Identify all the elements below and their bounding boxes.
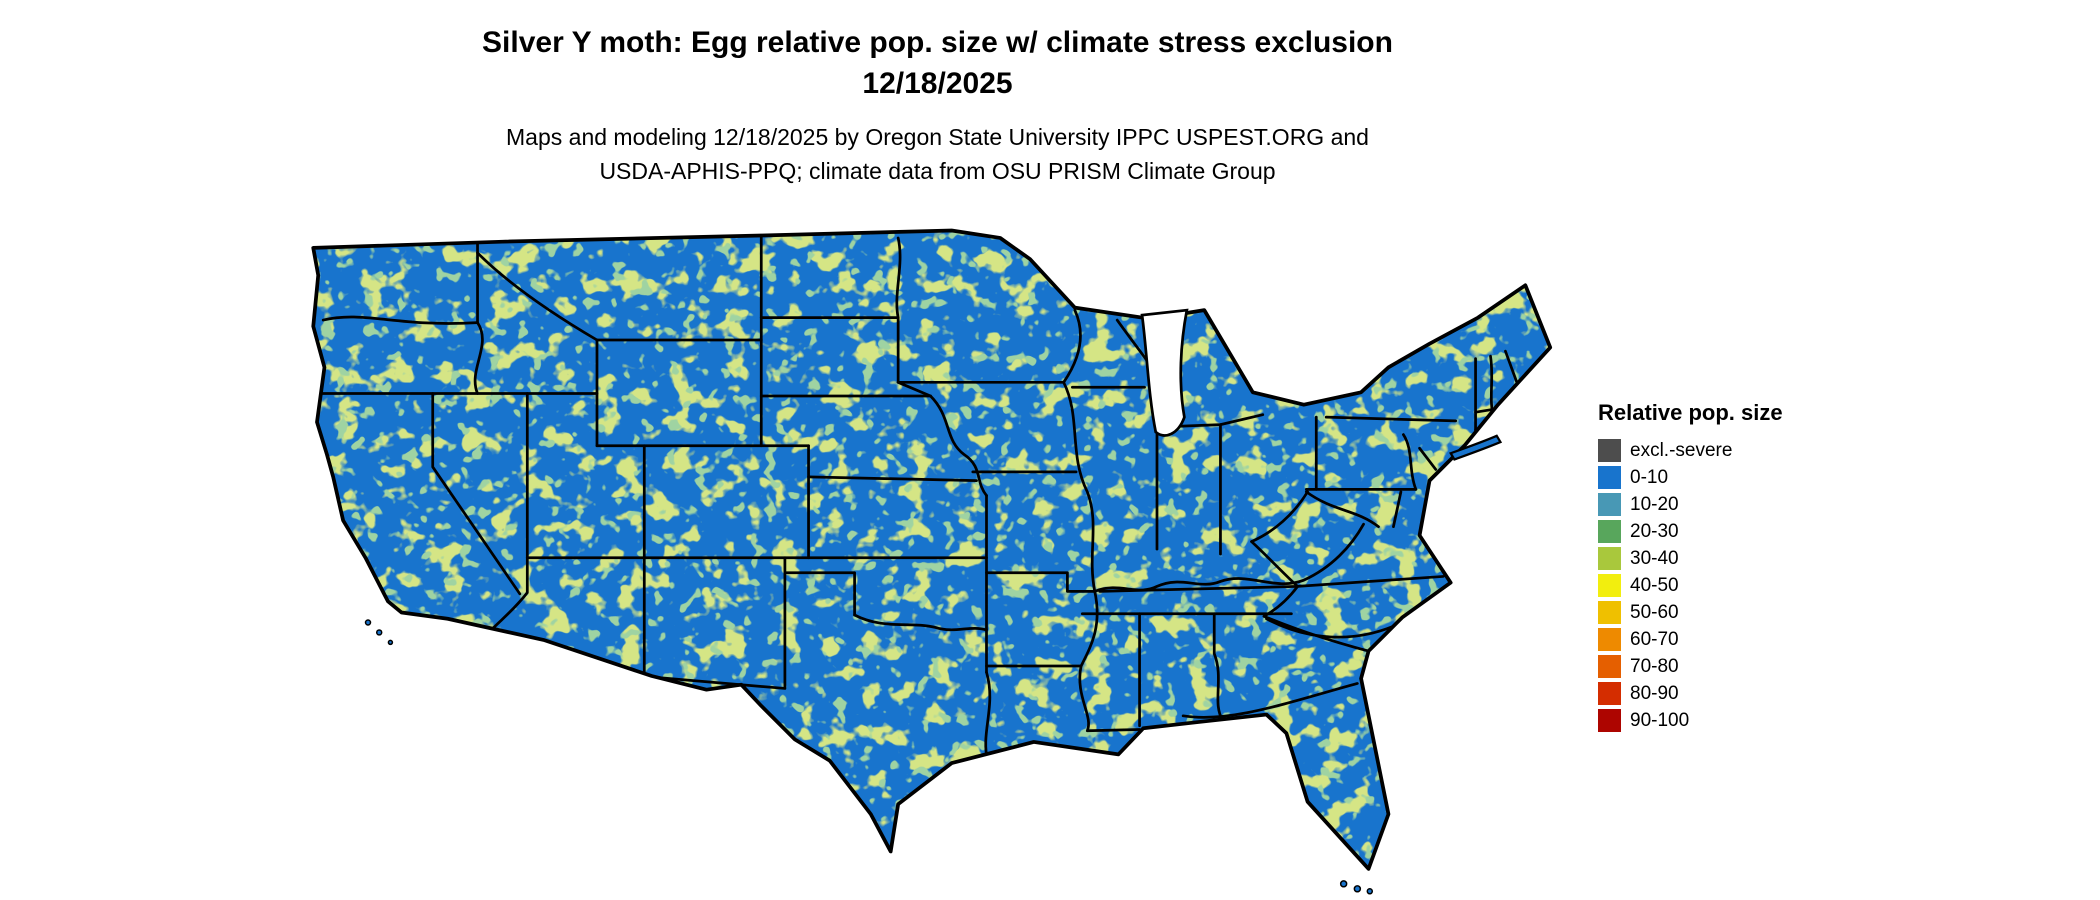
map-credits: Maps and modeling 12/18/2025 by Oregon S… [330, 120, 1545, 188]
legend-item: 20-30 [1598, 518, 1858, 545]
legend-swatch [1598, 628, 1621, 651]
legend-swatch [1598, 655, 1621, 678]
legend-item-label: 80-90 [1630, 682, 1679, 704]
credits-line2: USDA-APHIS-PPQ; climate data from OSU PR… [599, 158, 1276, 184]
legend: Relative pop. size excl.-severe 0-10 10-20… [1598, 400, 1858, 734]
legend-item-label: 50-60 [1630, 601, 1679, 623]
credits-line1: Maps and modeling 12/18/2025 by Oregon S… [506, 124, 1369, 150]
legend-item-label: excl.-severe [1630, 439, 1733, 461]
legend-item: 0-10 [1598, 464, 1858, 491]
legend-swatch [1598, 439, 1621, 462]
legend-item: 60-70 [1598, 626, 1858, 653]
page-title-line1: Silver Y moth: Egg relative pop. size w/… [482, 26, 1393, 59]
us-outline [311, 228, 1553, 871]
legend-item-label: 70-80 [1630, 655, 1679, 677]
map-header: Silver Y moth: Egg relative pop. size w/… [330, 22, 1545, 188]
page-title-date: 12/18/2025 [862, 67, 1013, 100]
legend-item-label: 90-100 [1630, 709, 1690, 731]
legend-item: 70-80 [1598, 653, 1858, 680]
legend-item-label: 30-40 [1630, 547, 1679, 569]
legend-swatch [1598, 709, 1621, 732]
legend-items: excl.-severe 0-10 10-20 20-30 30-40 40-50 50-6… [1598, 437, 1858, 734]
legend-item: 10-20 [1598, 491, 1858, 518]
legend-swatch [1598, 547, 1621, 570]
map-container [308, 228, 1553, 900]
legend-swatch [1598, 520, 1621, 543]
legend-item-label: 0-10 [1630, 466, 1669, 488]
legend-item: 40-50 [1598, 572, 1858, 599]
legend-item-label: 60-70 [1630, 628, 1679, 650]
legend-item: excl.-severe [1598, 437, 1858, 464]
legend-item-label: 10-20 [1630, 493, 1679, 515]
legend-item: 90-100 [1598, 707, 1858, 734]
lake-michigan [1140, 308, 1189, 437]
legend-swatch [1598, 682, 1621, 705]
legend-swatch [1598, 574, 1621, 597]
legend-item-label: 20-30 [1630, 520, 1679, 542]
legend-item: 50-60 [1598, 599, 1858, 626]
long-island [1449, 434, 1503, 461]
legend-item: 30-40 [1598, 545, 1858, 572]
legend-item-label: 40-50 [1630, 574, 1679, 596]
legend-swatch [1598, 601, 1621, 624]
legend-swatch [1598, 493, 1621, 516]
legend-title: Relative pop. size [1598, 400, 1783, 425]
legend-swatch [1598, 466, 1621, 489]
channel-islands [364, 619, 394, 646]
population-speckle-layer-2 [313, 230, 1551, 869]
state-borders [316, 232, 1545, 762]
us-map [311, 228, 1553, 895]
legend-item: 80-90 [1598, 680, 1858, 707]
